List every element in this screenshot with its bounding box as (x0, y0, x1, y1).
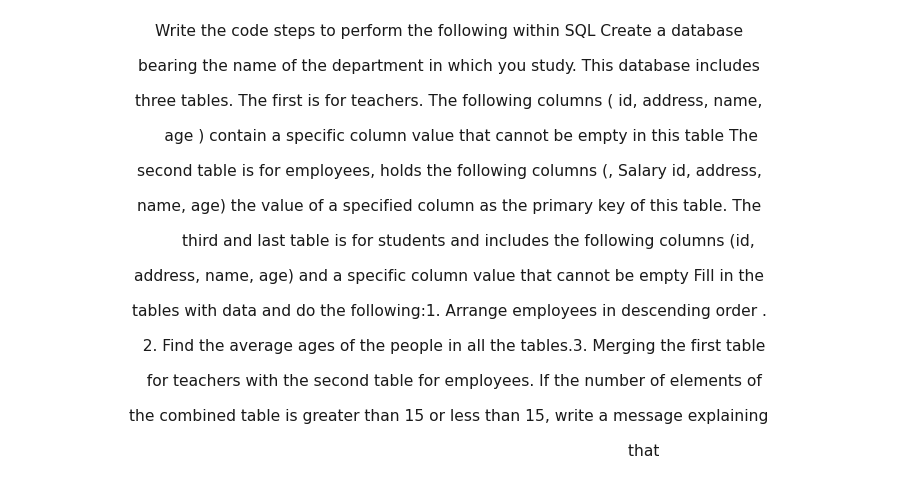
Text: 2. Find the average ages of the people in all the tables.3. Merging the first ta: 2. Find the average ages of the people i… (133, 339, 765, 354)
Text: Write the code steps to perform the following within SQL Create a database: Write the code steps to perform the foll… (155, 25, 743, 40)
Text: second table is for employees, holds the following columns (, Salary id, address: second table is for employees, holds the… (136, 164, 762, 179)
Text: tables with data and do the following:1. Arrange employees in descending order .: tables with data and do the following:1.… (132, 304, 766, 319)
Text: three tables. The first is for teachers. The following columns ( id, address, na: three tables. The first is for teachers.… (136, 94, 762, 109)
Text: the combined table is greater than 15 or less than 15, write a message explainin: the combined table is greater than 15 or… (129, 409, 769, 424)
Text: third and last table is for students and includes the following columns (id,: third and last table is for students and… (143, 234, 755, 249)
Text: bearing the name of the department in which you study. This database includes: bearing the name of the department in wh… (138, 59, 760, 74)
Text: address, name, age) and a specific column value that cannot be empty Fill in the: address, name, age) and a specific colum… (134, 269, 764, 284)
Text: name, age) the value of a specified column as the primary key of this table. The: name, age) the value of a specified colu… (136, 199, 762, 214)
Text: that: that (238, 443, 660, 458)
Text: age ) contain a specific column value that cannot be empty in this table The: age ) contain a specific column value th… (140, 129, 758, 144)
Text: for teachers with the second table for employees. If the number of elements of: for teachers with the second table for e… (136, 374, 762, 389)
